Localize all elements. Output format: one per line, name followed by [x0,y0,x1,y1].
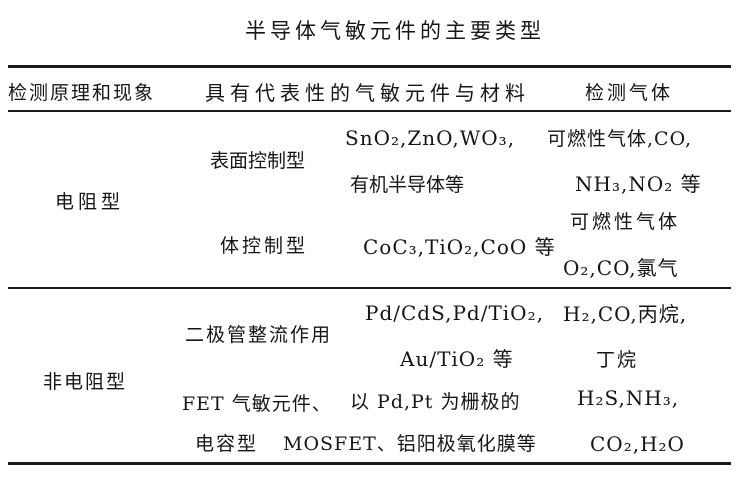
table-rule-mid [8,287,731,289]
gases-bulk-line2: O₂,CO,氯气 [563,256,679,280]
materials-surface-line1: SnO₂,ZnO,WO₃, [345,126,516,150]
subtype-bulk-controlled: 体控制型 [220,235,309,257]
subtype-surface-controlled: 表面控制型 [210,150,306,172]
subtype-diode-rectification: 二极管整流作用 [185,324,333,346]
gases-bulk-line1: 可燃性气体 [570,211,681,233]
gases-surface-line1: 可燃性气体,CO, [547,128,693,150]
materials-fet-line2: MOSFET、铝阳极氧化膜等 [283,433,537,455]
materials-surface-line2: 有机半导体等 [350,174,465,196]
category-non-resistive: 非电阻型 [43,371,128,393]
materials-diode-line2: Au/TiO₂ 等 [400,347,514,371]
gases-diode-line1: H₂,CO,丙烷, [563,302,688,326]
gases-surface-line2: NH₃,NO₂ 等 [575,172,702,196]
column-header-detected-gases: 检测气体 [585,82,674,104]
table-rule-header [8,110,731,112]
column-header-representative-materials: 具有代表性的气敏元件与材料 [205,81,530,105]
gases-fet-line2: CO₂,H₂O [590,432,685,456]
table-title: 半导体气敏元件的主要类型 [245,19,545,43]
materials-diode-line1: Pd/CdS,Pd/TiO₂, [365,301,544,325]
category-resistive: 电阻型 [55,191,125,213]
table-rule-top [8,65,731,68]
column-header-principle: 检测原理和现象 [8,82,156,104]
materials-bulk: CoC₃,TiO₂,CoO 等 [363,235,556,259]
subtype-fet-line2: 电容型 [195,433,259,455]
materials-fet-line1: 以 Pd,Pt 为栅极的 [350,391,521,413]
gases-fet-line1: H₂S,NH₃, [577,386,680,410]
gases-diode-line2: 丁烷 [596,349,639,371]
subtype-fet-line1: FET 气敏元件、 [182,393,332,415]
table-rule-bottom [8,462,731,465]
